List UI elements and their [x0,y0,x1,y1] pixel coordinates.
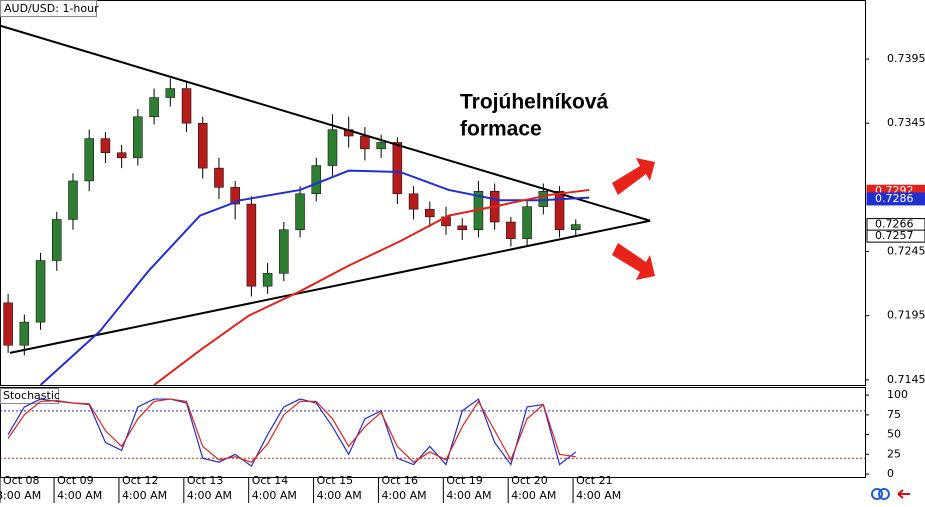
candle-body [19,321,30,346]
price-tag [866,229,925,243]
arrow-down [612,243,655,280]
price-panel [0,0,866,386]
candle-body [133,116,143,159]
x-time-label: 4:00 AM [122,489,167,502]
stoch-tick-label: 100 [887,388,908,401]
candle-body [230,187,240,205]
candle-body [327,129,338,166]
stochastic-panel [0,387,866,478]
x-tick-label: Oct 15 [317,474,354,487]
candle-body [52,219,62,261]
candle-body [68,180,78,220]
stochastic-plot [1,398,865,468]
x-time-label: 4:00 AM [187,489,232,502]
candle-body [506,221,516,239]
stoch-line [7,398,576,463]
x-tick-label: Oct 20 [511,474,548,487]
candle-body [181,88,192,124]
toolbar-icons [871,488,910,500]
arrow-up [612,158,655,195]
annotation: Trojúhelníková [460,91,609,114]
x-time-label: 4:00 AM [511,489,556,502]
candle-body [246,203,257,287]
moving-average [39,169,590,385]
candle-body [554,190,565,230]
candle-body [376,142,386,150]
x-time-label: 8:00 AM [0,489,41,502]
x-tick-label: Oct 08 [3,474,40,487]
back-icon[interactable] [897,489,910,499]
candle-body [262,273,273,287]
x-tick-label: Oct 09 [57,474,94,487]
link-icon[interactable] [871,488,883,500]
x-time-label: 4:00 AM [252,489,297,502]
trendline [1,24,651,222]
candle-body [100,138,111,153]
candle-body [35,260,46,323]
x-tick-label: Oct 19 [446,474,483,487]
candle-body [3,302,13,346]
candle-body [116,152,127,159]
y-tick-label: 0.7195 [887,309,925,322]
trendline [9,219,651,354]
candle-body [360,135,370,150]
x-tick-label: Oct 21 [576,474,613,487]
y-tick-label: 0.7395 [887,52,925,65]
x-time-label: 4:00 AM [576,489,621,502]
x-tick-label: Oct 12 [122,474,159,487]
stoch-tick-label: 50 [887,428,901,441]
price-tag-label: 0.7286 [875,192,914,205]
candle-body [522,206,532,239]
y-tick-label: 0.7245 [887,245,925,258]
y-tick-label: 0.7345 [887,116,925,129]
stoch-tick-label: 0 [887,467,894,480]
moving-average [153,188,590,385]
stoch-tick-label: 25 [887,447,901,460]
x-tick-label: Oct 16 [381,474,418,487]
chart-title: AUD/USD: 1-hour [4,2,99,15]
candle-body [425,208,435,218]
candle-body [279,229,289,274]
candle-body [392,142,403,195]
x-time-label: 4:00 AM [57,489,102,502]
candle-body [311,165,322,195]
x-time-label: 4:00 AM [317,489,362,502]
price-tag-label: 0.7266 [875,218,914,231]
annotation: formace [460,118,542,141]
candle-body [165,88,176,98]
candle-body [457,225,467,230]
y-tick-label: 0.7145 [887,373,925,386]
candle-body [214,167,224,188]
x-tick-label: Oct 14 [252,474,289,487]
x-time-label: 4:00 AM [381,489,426,502]
candle-body [571,224,581,230]
candle-body [149,97,159,118]
link-icon[interactable] [878,488,890,500]
candle-body [295,193,305,230]
candle-body [408,193,419,210]
x-tick-label: Oct 13 [187,474,224,487]
candle-body [197,122,208,169]
price-tag [866,192,925,206]
price-tag-label: 0.7257 [875,229,914,242]
price-plot [1,24,651,385]
candle-body [84,138,94,182]
title-box [0,0,97,17]
stochastic-title: Stochastic [3,389,60,402]
stoch-tick-label: 75 [887,408,901,421]
x-time-label: 4:00 AM [446,489,491,502]
